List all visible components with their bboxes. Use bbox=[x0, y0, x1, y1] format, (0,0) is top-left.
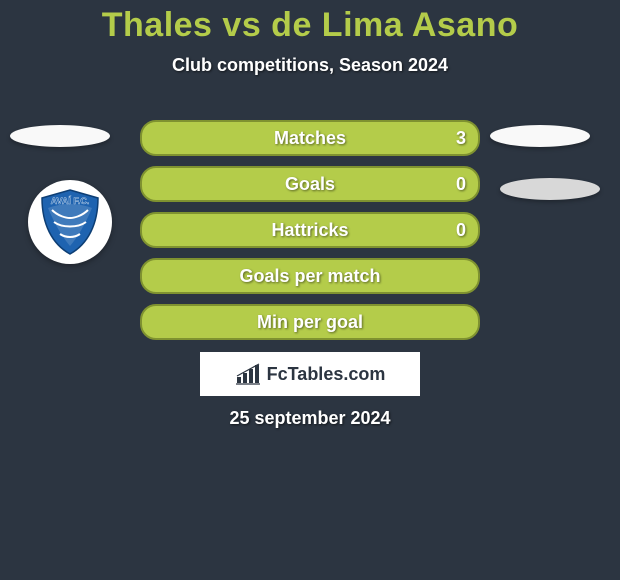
stat-value: 0 bbox=[456, 174, 466, 195]
attribution-badge[interactable]: FcTables.com bbox=[200, 352, 420, 396]
player2-marker bbox=[490, 125, 590, 147]
stat-bar: Goals per match bbox=[140, 258, 480, 294]
stat-row-goals-per-match: Goals per match bbox=[0, 258, 620, 304]
stat-bar: Goals 0 bbox=[140, 166, 480, 202]
stat-label: Goals bbox=[285, 174, 335, 195]
shield-icon: AVAÍ F.C. bbox=[34, 186, 106, 258]
stat-bar: Min per goal bbox=[140, 304, 480, 340]
stat-bar: Matches 3 bbox=[140, 120, 480, 156]
stat-label: Min per goal bbox=[257, 312, 363, 333]
comparison-card: Thales vs de Lima Asano Club competition… bbox=[0, 0, 620, 580]
player2-marker-alt bbox=[500, 178, 600, 200]
player1-marker bbox=[10, 125, 110, 147]
stat-row-min-per-goal: Min per goal bbox=[0, 304, 620, 350]
stat-value: 0 bbox=[456, 220, 466, 241]
club-logo-player1: AVAÍ F.C. bbox=[28, 180, 112, 264]
stat-label: Matches bbox=[274, 128, 346, 149]
subtitle: Club competitions, Season 2024 bbox=[0, 55, 620, 76]
stat-bar: Hattricks 0 bbox=[140, 212, 480, 248]
attribution-text: FcTables.com bbox=[267, 364, 386, 385]
stat-label: Hattricks bbox=[271, 220, 348, 241]
page-title: Thales vs de Lima Asano bbox=[0, 0, 620, 45]
date-text: 25 september 2024 bbox=[0, 408, 620, 429]
bar-chart-icon bbox=[235, 363, 261, 385]
stat-value: 3 bbox=[456, 128, 466, 149]
stat-label: Goals per match bbox=[239, 266, 380, 287]
